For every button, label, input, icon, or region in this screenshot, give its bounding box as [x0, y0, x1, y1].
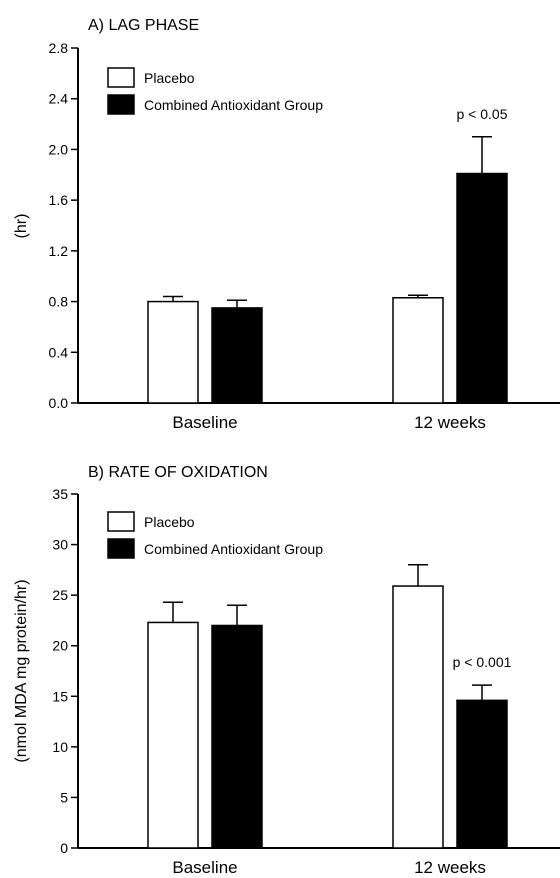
- legend-swatch: [107, 67, 135, 88]
- y-tick-label: 0.8: [49, 294, 69, 310]
- chart-title: A) LAG PHASE: [88, 17, 199, 34]
- y-ticks: 0 5 10 15 20 25 30 35: [52, 486, 78, 856]
- legend: Placebo Combined Antioxidant Group: [107, 67, 323, 115]
- legend-swatch: [107, 538, 135, 559]
- category-label: 12 weeks: [414, 858, 486, 877]
- bar: [211, 307, 263, 404]
- y-tick-label: 1.2: [49, 243, 69, 259]
- legend-label: Placebo: [144, 514, 195, 530]
- y-tick-label: 35: [52, 486, 68, 502]
- panel-rate-of-oxidation: B) RATE OF OXIDATION (nmol MDA mg protei…: [13, 464, 560, 877]
- y-tick-label: 2.8: [49, 40, 69, 56]
- category-labels: Baseline 12 weeks: [172, 858, 486, 877]
- annotations: p < 0.05: [457, 106, 508, 122]
- y-tick-label: 10: [52, 739, 68, 755]
- panel-lag-phase: A) LAG PHASE (hr) 0.0 0.4 0.8 1.2 1.6 2.0 2.4 2…: [13, 17, 560, 432]
- bar: [211, 624, 263, 849]
- category-label: Baseline: [172, 858, 237, 877]
- bar: [456, 699, 508, 849]
- y-tick-label: 15: [52, 688, 68, 704]
- y-tick-label: 2.0: [49, 141, 69, 157]
- legend-swatch: [107, 511, 135, 532]
- category-label: 12 weeks: [414, 413, 486, 432]
- legend-label: Combined Antioxidant Group: [144, 541, 323, 557]
- y-axis-label: (hr): [13, 214, 30, 239]
- annotation: p < 0.05: [457, 106, 508, 122]
- y-axis-label: (nmol MDA mg protein/hr): [13, 579, 30, 762]
- bar: [147, 621, 199, 849]
- legend: Placebo Combined Antioxidant Group: [107, 511, 323, 559]
- bar: [456, 172, 508, 404]
- bar: [392, 297, 444, 404]
- bars: [147, 564, 508, 849]
- legend-label: Combined Antioxidant Group: [144, 97, 323, 113]
- y-tick-label: 2.4: [49, 91, 69, 107]
- category-labels: Baseline 12 weeks: [172, 413, 486, 432]
- legend-swatch: [107, 94, 135, 115]
- bar: [147, 300, 199, 404]
- y-tick-label: 5: [60, 789, 68, 805]
- bar: [392, 585, 444, 849]
- chart-title: B) RATE OF OXIDATION: [88, 464, 268, 481]
- y-tick-label: 30: [52, 537, 68, 553]
- annotations: p < 0.001: [453, 654, 512, 670]
- bars: [147, 136, 508, 404]
- annotation: p < 0.001: [453, 654, 512, 670]
- legend-label: Placebo: [144, 70, 195, 86]
- y-tick-label: 0: [60, 840, 68, 856]
- y-tick-label: 1.6: [49, 192, 69, 208]
- y-tick-label: 25: [52, 587, 68, 603]
- category-label: Baseline: [172, 413, 237, 432]
- y-tick-label: 0.4: [49, 344, 69, 360]
- y-tick-label: 20: [52, 638, 68, 654]
- y-tick-label: 0.0: [49, 395, 69, 411]
- y-ticks: 0.0 0.4 0.8 1.2 1.6 2.0 2.4 2.8: [49, 40, 78, 411]
